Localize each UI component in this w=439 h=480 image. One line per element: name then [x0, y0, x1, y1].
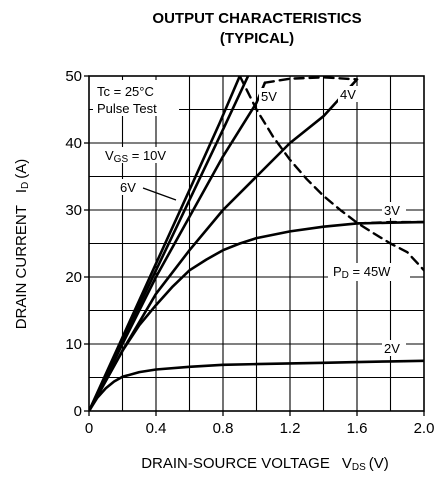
label-6v: 6V [120, 180, 136, 195]
label-bg-2v [382, 340, 406, 356]
y-tick-label: 40 [65, 135, 82, 152]
chart-title: OUTPUT CHARACTERISTICS [152, 10, 361, 27]
plot-frame [88, 75, 425, 412]
label-4v: 4V [340, 87, 356, 102]
x-tick-label: 0 [85, 420, 93, 437]
label-bg-6v [118, 179, 142, 195]
label-bg-vgs [103, 147, 185, 163]
y-tick-label: 50 [65, 68, 82, 85]
label-2v: 2V [384, 341, 400, 356]
y-axis-label: DRAIN CURRENTID(A) [13, 159, 31, 330]
series-line-3v [89, 220, 424, 411]
label-pd-45w: PD = 45W [333, 264, 391, 281]
y-tick-label: 30 [65, 202, 82, 219]
series-line-4v-dashed [263, 76, 359, 84]
condition-pulse: Pulse Test [97, 101, 157, 116]
series-line-3v-dashed [355, 220, 424, 225]
y-tick-label: 20 [65, 269, 82, 286]
series-line-2v [89, 359, 424, 411]
label-3v: 3V [384, 203, 400, 218]
series-lines [89, 76, 424, 411]
label-5v: 5V [261, 89, 277, 104]
x-tick-label: 1.2 [280, 420, 301, 437]
label-bg-4v [338, 86, 362, 102]
y-tick-label: 10 [65, 336, 82, 353]
x-tick-label: 1.6 [347, 420, 368, 437]
ticks [84, 75, 425, 416]
label-bg-3v [382, 202, 406, 218]
series-line-5v [89, 81, 267, 411]
x-tick-labels: 0 0.4 0.8 1.2 1.6 2.0 [85, 420, 435, 437]
x-axis-label: DRAIN-SOURCE VOLTAGE VDS (V) [141, 455, 389, 473]
x-tick-label: 0.8 [213, 420, 234, 437]
series-line-pd-45w [238, 76, 424, 272]
label-bg-pd [328, 263, 410, 281]
x-tick-label: 0.4 [146, 420, 167, 437]
y-tick-labels: 0 10 20 30 40 50 [65, 68, 82, 420]
condition-temp: Tc = 25°C [97, 84, 154, 99]
label-bg-5v [259, 88, 283, 104]
x-tick-label: 2.0 [414, 420, 435, 437]
chart-subtitle: (TYPICAL) [220, 30, 294, 47]
label-vgs-10v: VGS = 10V [105, 148, 166, 165]
y-tick-label: 0 [74, 403, 82, 420]
leader-6v [142, 187, 177, 201]
condition-box [93, 80, 179, 116]
